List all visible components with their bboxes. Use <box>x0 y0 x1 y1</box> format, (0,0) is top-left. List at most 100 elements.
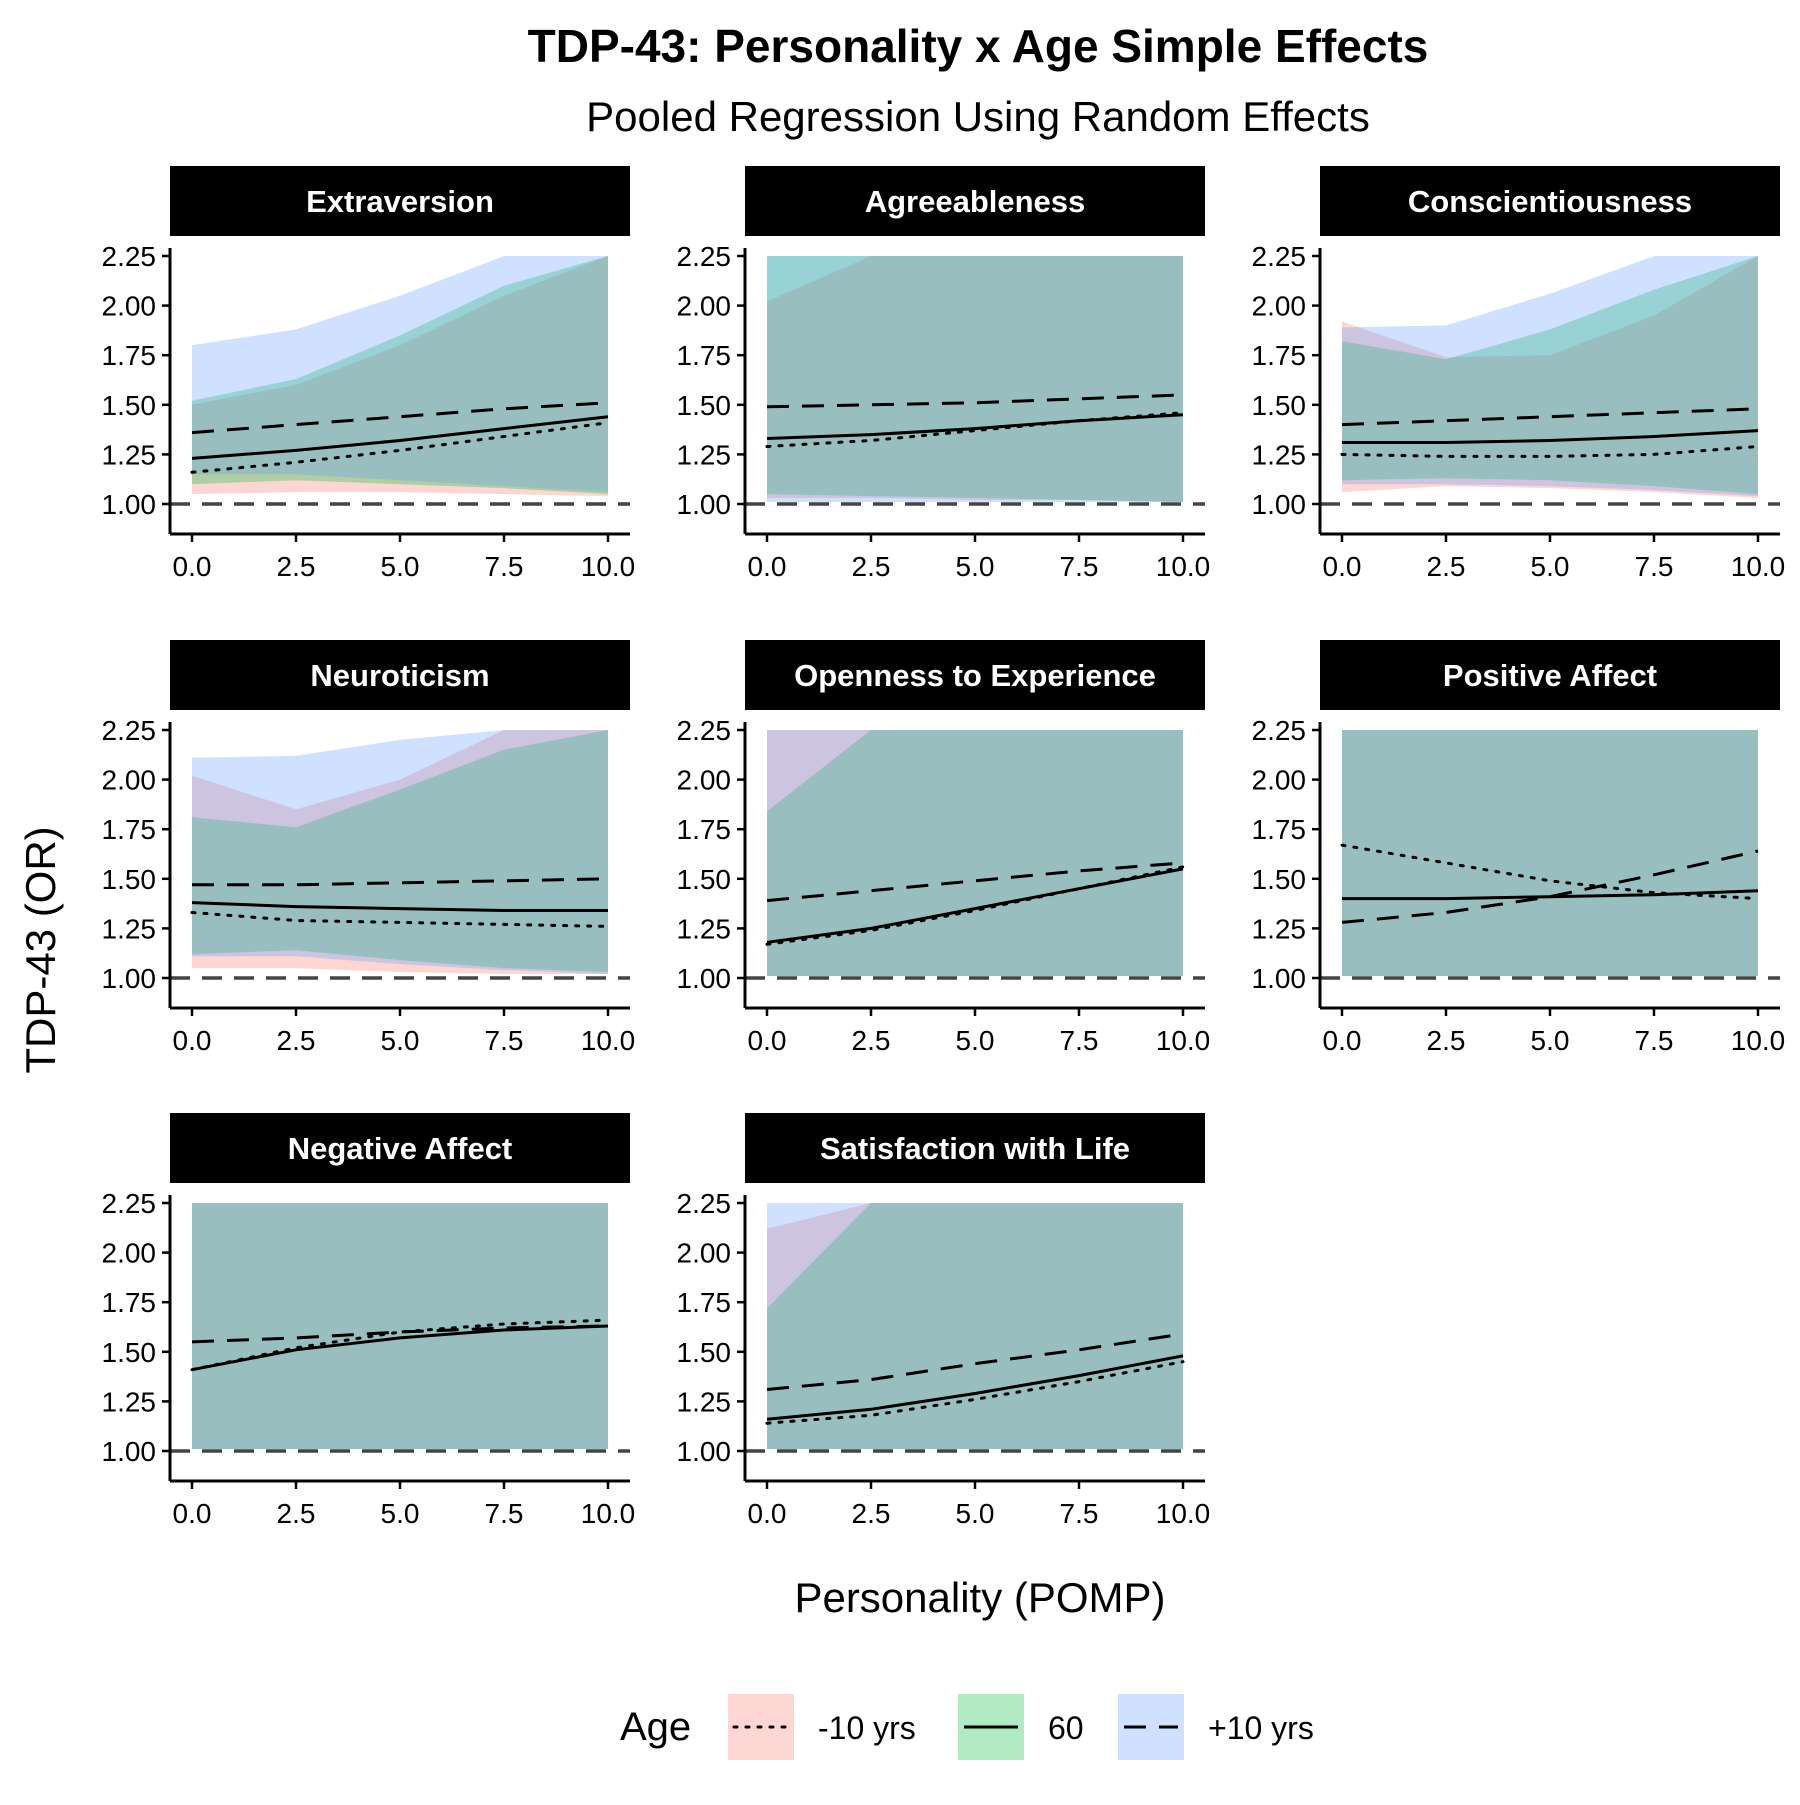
y-tick-label: 2.00 <box>102 1238 157 1269</box>
ribbons <box>1342 256 1758 498</box>
y-tick-label: 1.25 <box>677 439 732 470</box>
ribbon-10-yrs <box>1342 730 1758 976</box>
x-tick-label: 0.0 <box>748 1498 787 1529</box>
x-tick-label: 7.5 <box>485 1025 524 1056</box>
panels: Extraversion 1.00 1.25 1.50 1.75 2.00 2.25 0.0 2… <box>102 166 1786 1529</box>
panel-strip <box>1320 166 1780 236</box>
y-tick-label: 1.00 <box>677 963 732 994</box>
panel-positive-affect: Positive Affect 1.00 1.25 1.50 1.75 2.00 2.25 0… <box>1252 640 1786 1056</box>
y-tick-label: 2.25 <box>1252 715 1307 746</box>
series-line-60 <box>766 1354 1184 1421</box>
panel-strip <box>745 640 1205 710</box>
x-tick-label: 7.5 <box>1060 551 1099 582</box>
ribbon-60 <box>192 256 608 495</box>
panel-conscientiousness: Conscientiousness 1.00 1.25 1.50 1.75 2.00 2.2… <box>1252 166 1786 582</box>
x-tick-label: 7.5 <box>1060 1025 1099 1056</box>
y-tick-label: 1.25 <box>1252 439 1307 470</box>
x-tick-label: 2.5 <box>1427 1025 1466 1056</box>
y-tick-label: 2.25 <box>1252 241 1307 272</box>
ribbon-10-yrs <box>192 730 608 974</box>
x-tick-label: 10.0 <box>581 1025 636 1056</box>
x-tick-label: 10.0 <box>581 1498 636 1529</box>
y-tick-label: 1.75 <box>677 340 732 371</box>
y-tick-label: 1.00 <box>102 489 157 520</box>
x-tick-label: 5.0 <box>956 1498 995 1529</box>
x-tick-label: 10.0 <box>1156 1498 1211 1529</box>
panel-title: Conscientiousness <box>1408 184 1692 219</box>
series-line-60 <box>766 867 1184 944</box>
y-tick-label: 1.75 <box>677 1287 732 1318</box>
panel-title: Agreeableness <box>865 184 1086 219</box>
ribbon-10-yrs <box>192 1203 608 1449</box>
y-tick-label: 1.50 <box>102 390 157 421</box>
panel-negative-affect: Negative Affect 1.00 1.25 1.50 1.75 2.00 2.25 0… <box>102 1113 636 1529</box>
series-line-10-yrs <box>1340 445 1760 458</box>
x-tick-label: 10.0 <box>1731 551 1786 582</box>
ribbons <box>192 1203 608 1449</box>
ribbon-60 <box>767 1203 1183 1449</box>
ribbon-10-yrs <box>767 256 1183 502</box>
x-tick-label: 10.0 <box>1731 1025 1786 1056</box>
y-tick-label: 1.50 <box>1252 864 1307 895</box>
x-tick-label: 2.5 <box>277 551 316 582</box>
x-tick-label: 2.5 <box>852 1025 891 1056</box>
x-tick-label: 0.0 <box>173 551 212 582</box>
legend-title: Age <box>620 1705 691 1749</box>
legend-item-60: 60 <box>958 1694 1084 1760</box>
x-tick-label: 2.5 <box>852 1498 891 1529</box>
series-line-10-yrs <box>1341 849 1759 924</box>
panel-title: Positive Affect <box>1443 658 1657 693</box>
series-line-60 <box>191 415 609 460</box>
y-tick-label: 2.00 <box>1252 291 1307 322</box>
x-tick-label: 0.0 <box>173 1025 212 1056</box>
y-tick-label: 2.25 <box>102 715 157 746</box>
ribbon-10-yrs <box>192 730 608 974</box>
panel-strip <box>745 166 1205 236</box>
y-tick-label: 2.25 <box>677 241 732 272</box>
ribbon-10-yrs <box>767 730 1183 976</box>
panel-openness-to-experience: Openness to Experience 1.00 1.25 1.50 1.75 2.… <box>677 640 1211 1056</box>
x-tick-label: 0.0 <box>748 551 787 582</box>
x-tick-label: 2.5 <box>277 1025 316 1056</box>
panel-extraversion: Extraversion 1.00 1.25 1.50 1.75 2.00 2.25 0.0 2… <box>102 166 635 582</box>
x-tick-label: 7.5 <box>485 1498 524 1529</box>
y-tick-label: 1.75 <box>102 340 157 371</box>
panel-title: Extraversion <box>306 184 494 219</box>
ribbon-10-yrs <box>767 1203 1183 1449</box>
y-tick-label: 2.00 <box>677 765 732 796</box>
x-tick-label: 10.0 <box>1156 551 1211 582</box>
y-tick-label: 1.25 <box>102 1386 157 1417</box>
panel-agreeableness: Agreeableness 1.00 1.25 1.50 1.75 2.00 2.25 0.0… <box>677 166 1211 582</box>
ribbon-60 <box>192 1203 608 1449</box>
panel-title: Satisfaction with Life <box>820 1131 1130 1166</box>
x-tick-label: 2.5 <box>852 551 891 582</box>
y-tick-label: 1.50 <box>1252 390 1307 421</box>
y-tick-label: 1.50 <box>102 1337 157 1368</box>
y-tick-label: 2.25 <box>102 1188 157 1219</box>
y-tick-label: 1.00 <box>677 489 732 520</box>
series-line-60 <box>766 413 1184 440</box>
ribbon-10-yrs <box>767 1203 1183 1449</box>
y-tick-label: 2.00 <box>102 291 157 322</box>
y-tick-label: 1.00 <box>102 963 157 994</box>
x-tick-label: 10.0 <box>1156 1025 1211 1056</box>
ribbon-10-yrs <box>192 1203 608 1449</box>
panel-title: Openness to Experience <box>794 658 1156 693</box>
x-tick-label: 2.5 <box>1427 551 1466 582</box>
x-tick-label: 0.0 <box>1323 551 1362 582</box>
ribbon-10-yrs <box>767 730 1183 976</box>
ribbon-60 <box>767 256 1183 502</box>
series-line-60 <box>191 901 608 912</box>
x-tick-label: 7.5 <box>1635 551 1674 582</box>
y-tick-label: 1.75 <box>1252 340 1307 371</box>
x-tick-label: 5.0 <box>1531 551 1570 582</box>
legend-label: 60 <box>1048 1710 1084 1746</box>
ribbon-60 <box>1342 730 1758 976</box>
y-tick-label: 1.25 <box>677 913 732 944</box>
x-axis-title: Personality (POMP) <box>794 1574 1165 1621</box>
y-tick-label: 1.00 <box>1252 963 1307 994</box>
y-tick-label: 1.25 <box>1252 913 1307 944</box>
y-tick-label: 1.75 <box>102 814 157 845</box>
series-line-10-yrs <box>190 911 610 928</box>
